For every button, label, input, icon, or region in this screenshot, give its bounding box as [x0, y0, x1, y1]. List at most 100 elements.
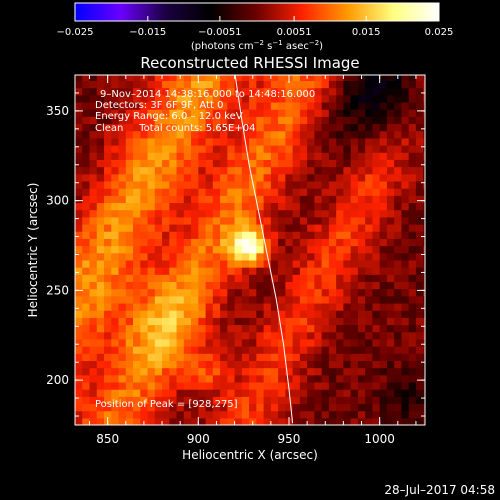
- heatmap-cell: [241, 87, 250, 96]
- heatmap-cell: [198, 324, 207, 333]
- heatmap-cell: [343, 209, 352, 218]
- heatmap-cell: [285, 302, 294, 311]
- heatmap-cell: [249, 123, 257, 132]
- heatmap-cell: [118, 288, 127, 297]
- heatmap-cell: [423, 338, 425, 347]
- heatmap-cell: [394, 410, 403, 419]
- heatmap-cell: [154, 94, 163, 103]
- heatmap-cell: [357, 410, 366, 419]
- heatmap-cell: [314, 346, 323, 354]
- heatmap-cell: [169, 410, 178, 419]
- heatmap-cell: [118, 94, 127, 103]
- heatmap-cell: [299, 317, 308, 326]
- heatmap-cell: [220, 94, 228, 103]
- heatmap-cell: [386, 152, 395, 160]
- heatmap-cell: [111, 202, 120, 211]
- heatmap-cell: [147, 331, 156, 340]
- heatmap-cell: [394, 389, 403, 397]
- heatmap-cell: [147, 216, 156, 225]
- heatmap-cell: [249, 231, 257, 239]
- heatmap-cell: [299, 202, 308, 211]
- heatmap-cell: [263, 188, 272, 196]
- heatmap-cell: [328, 288, 337, 297]
- heatmap-cell: [104, 331, 112, 340]
- heatmap-cell: [111, 410, 120, 419]
- heatmap-cell: [292, 381, 301, 390]
- heatmap-cell: [379, 310, 388, 318]
- heatmap-cell: [125, 209, 134, 218]
- heatmap-cell: [176, 281, 185, 290]
- heatmap-cell: [82, 202, 91, 211]
- heatmap-cell: [263, 360, 272, 369]
- heatmap-cell: [140, 188, 149, 196]
- heatmap-cell: [154, 123, 163, 132]
- heatmap-cell: [350, 223, 359, 232]
- heatmap-cell: [285, 101, 294, 110]
- heatmap-cell: [307, 317, 315, 326]
- heatmap-cell: [292, 173, 301, 182]
- heatmap-cell: [176, 80, 185, 89]
- heatmap-cell: [198, 338, 207, 347]
- heatmap-cell: [205, 367, 214, 376]
- heatmap-cell: [104, 317, 112, 326]
- heatmap-cell: [328, 223, 337, 232]
- heatmap-cell: [183, 274, 192, 283]
- heatmap-cell: [292, 367, 301, 376]
- heatmap-cell: [176, 159, 185, 168]
- heatmap-cell: [154, 381, 163, 390]
- heatmap-cell: [89, 94, 98, 103]
- heatmap-cell: [154, 188, 163, 196]
- heatmap-cell: [176, 252, 185, 261]
- heatmap-cell: [278, 152, 286, 160]
- heatmap-cell: [176, 338, 185, 347]
- heatmap-cell: [336, 75, 344, 81]
- heatmap-cell: [350, 195, 359, 204]
- heatmap-cell: [408, 209, 417, 218]
- heatmap-cell: [111, 338, 120, 347]
- heatmap-cell: [89, 173, 98, 182]
- heatmap-cell: [176, 87, 185, 96]
- heatmap-cell: [365, 159, 374, 168]
- heatmap-cell: [285, 116, 294, 125]
- heatmap-cell: [328, 324, 337, 333]
- heatmap-cell: [169, 75, 178, 81]
- heatmap-cell: [140, 180, 149, 189]
- heatmap-cell: [263, 101, 272, 110]
- heatmap-cell: [386, 317, 395, 326]
- heatmap-cell: [205, 417, 214, 425]
- heatmap-cell: [183, 288, 192, 297]
- heatmap-cell: [350, 281, 359, 290]
- heatmap-cell: [205, 80, 214, 89]
- heatmap-cell: [401, 346, 410, 354]
- heatmap-cell: [336, 145, 344, 153]
- heatmap-cell: [212, 123, 221, 132]
- heatmap-cell: [372, 123, 381, 132]
- heatmap-cell: [343, 188, 352, 196]
- heatmap-cell: [104, 159, 112, 168]
- heatmap-cell: [365, 331, 374, 340]
- heatmap-cell: [227, 259, 236, 268]
- heatmap-cell: [169, 353, 178, 361]
- heatmap-cell: [423, 145, 425, 153]
- heatmap-cell: [154, 80, 163, 89]
- heatmap-cell: [401, 403, 410, 412]
- heatmap-cell: [285, 166, 294, 175]
- heatmap-cell: [350, 346, 359, 354]
- heatmap-cell: [227, 317, 236, 326]
- heatmap-cell: [169, 216, 178, 225]
- heatmap-cell: [75, 80, 83, 89]
- heatmap-cell: [415, 173, 424, 182]
- heatmap-cell: [75, 209, 83, 218]
- heatmap-cell: [299, 302, 308, 311]
- heatmap-cell: [169, 302, 178, 311]
- heatmap-cell: [336, 152, 344, 160]
- heatmap-cell: [408, 188, 417, 196]
- heatmap-cell: [423, 159, 425, 168]
- heatmap-cell: [111, 331, 120, 340]
- heatmap-cell: [307, 152, 315, 160]
- heatmap-cell: [379, 209, 388, 218]
- heatmap-cell: [191, 267, 199, 275]
- heatmap-cell: [118, 216, 127, 225]
- heatmap-cell: [278, 130, 286, 139]
- heatmap-cell: [96, 245, 105, 254]
